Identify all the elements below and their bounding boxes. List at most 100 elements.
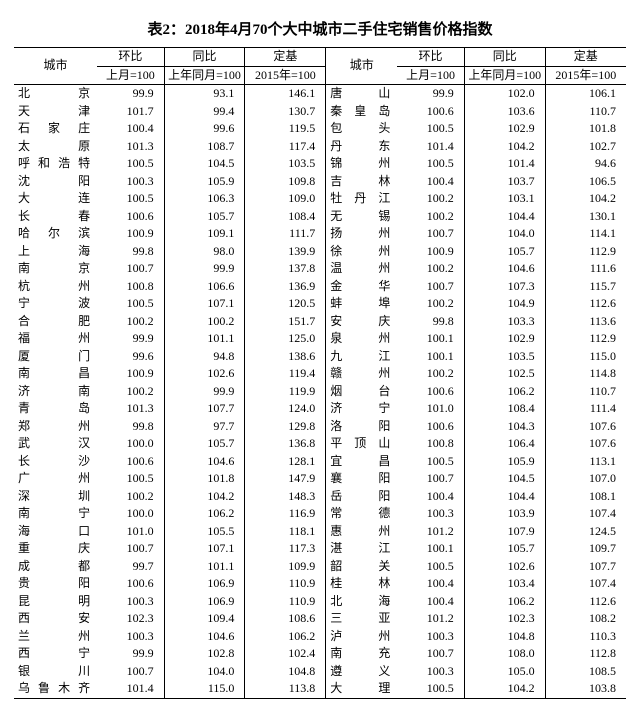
l.m: 100.6 bbox=[97, 575, 164, 593]
r.m: 100.2 bbox=[397, 208, 464, 226]
r.b: 103.8 bbox=[545, 680, 626, 698]
l.m: 100.7 bbox=[97, 663, 164, 681]
r.c: 唐山 bbox=[326, 85, 398, 103]
l.c: 武汉 bbox=[14, 435, 97, 453]
r.y: 104.3 bbox=[464, 418, 545, 436]
l.y: 108.7 bbox=[164, 138, 245, 156]
r.m: 100.2 bbox=[397, 295, 464, 313]
l.b: 102.4 bbox=[245, 645, 326, 663]
r.c: 无锡 bbox=[326, 208, 398, 226]
l.c: 长沙 bbox=[14, 453, 97, 471]
l.b: 119.4 bbox=[245, 365, 326, 383]
r.y: 102.9 bbox=[464, 120, 545, 138]
r.y: 102.0 bbox=[464, 85, 545, 103]
l.m: 100.4 bbox=[97, 120, 164, 138]
l.m: 102.3 bbox=[97, 610, 164, 628]
r.y: 103.4 bbox=[464, 575, 545, 593]
l.b: 138.6 bbox=[245, 348, 326, 366]
table-row: 成都99.7101.1109.9韶关100.5102.6107.7 bbox=[14, 558, 626, 576]
table-row: 厦门99.694.8138.6九江100.1103.5115.0 bbox=[14, 348, 626, 366]
l.b: 147.9 bbox=[245, 470, 326, 488]
r.m: 100.4 bbox=[397, 575, 464, 593]
l.m: 101.4 bbox=[97, 680, 164, 698]
table-row: 呼和浩特100.5104.5103.5锦州100.5101.494.6 bbox=[14, 155, 626, 173]
l.m: 100.6 bbox=[97, 208, 164, 226]
table-row: 南京100.799.9137.8温州100.2104.6111.6 bbox=[14, 260, 626, 278]
l.m: 101.3 bbox=[97, 400, 164, 418]
l.m: 100.5 bbox=[97, 470, 164, 488]
l.c: 南昌 bbox=[14, 365, 97, 383]
l.b: 106.2 bbox=[245, 628, 326, 646]
r.c: 宜昌 bbox=[326, 453, 398, 471]
l.y: 106.9 bbox=[164, 593, 245, 611]
r.b: 106.5 bbox=[545, 173, 626, 191]
l.c: 深圳 bbox=[14, 488, 97, 506]
r.b: 108.1 bbox=[545, 488, 626, 506]
l.b: 148.3 bbox=[245, 488, 326, 506]
r.m: 99.9 bbox=[397, 85, 464, 103]
r.c: 吉林 bbox=[326, 173, 398, 191]
table-row: 武汉100.0105.7136.8平顶山100.8106.4107.6 bbox=[14, 435, 626, 453]
table-row: 贵阳100.6106.9110.9桂林100.4103.4107.4 bbox=[14, 575, 626, 593]
l.y: 93.1 bbox=[164, 85, 245, 103]
r.y: 105.7 bbox=[464, 540, 545, 558]
r.y: 102.3 bbox=[464, 610, 545, 628]
r.y: 105.0 bbox=[464, 663, 545, 681]
sub-mom-right: 上月=100 bbox=[397, 66, 464, 85]
l.m: 100.2 bbox=[97, 313, 164, 331]
r.m: 100.9 bbox=[397, 243, 464, 261]
l.m: 100.9 bbox=[97, 365, 164, 383]
l.m: 100.3 bbox=[97, 173, 164, 191]
r.b: 107.4 bbox=[545, 505, 626, 523]
r.m: 101.4 bbox=[397, 138, 464, 156]
r.y: 103.3 bbox=[464, 313, 545, 331]
table-row: 海口101.0105.5118.1惠州101.2107.9124.5 bbox=[14, 523, 626, 541]
table-row: 乌鲁木齐101.4115.0113.8大理100.5104.2103.8 bbox=[14, 680, 626, 698]
r.y: 106.2 bbox=[464, 383, 545, 401]
l.y: 99.9 bbox=[164, 383, 245, 401]
l.b: 137.8 bbox=[245, 260, 326, 278]
r.m: 99.8 bbox=[397, 313, 464, 331]
l.c: 银川 bbox=[14, 663, 97, 681]
l.c: 厦门 bbox=[14, 348, 97, 366]
r.b: 108.2 bbox=[545, 610, 626, 628]
r.b: 102.7 bbox=[545, 138, 626, 156]
r.c: 烟台 bbox=[326, 383, 398, 401]
r.y: 103.6 bbox=[464, 103, 545, 121]
r.m: 100.1 bbox=[397, 330, 464, 348]
l.c: 北京 bbox=[14, 85, 97, 103]
table-row: 杭州100.8106.6136.9金华100.7107.3115.7 bbox=[14, 278, 626, 296]
table-row: 西安102.3109.4108.6三亚101.2102.3108.2 bbox=[14, 610, 626, 628]
r.c: 大理 bbox=[326, 680, 398, 698]
r.c: 惠州 bbox=[326, 523, 398, 541]
l.m: 99.9 bbox=[97, 85, 164, 103]
table-row: 福州99.9101.1125.0泉州100.1102.9112.9 bbox=[14, 330, 626, 348]
l.b: 109.8 bbox=[245, 173, 326, 191]
l.y: 99.4 bbox=[164, 103, 245, 121]
table-row: 兰州100.3104.6106.2泸州100.3104.8110.3 bbox=[14, 628, 626, 646]
sub-mom-left: 上月=100 bbox=[97, 66, 164, 85]
l.c: 石家庄 bbox=[14, 120, 97, 138]
r.m: 100.7 bbox=[397, 278, 464, 296]
l.y: 107.1 bbox=[164, 540, 245, 558]
r.b: 110.7 bbox=[545, 383, 626, 401]
r.y: 104.4 bbox=[464, 208, 545, 226]
r.y: 103.5 bbox=[464, 348, 545, 366]
r.b: 113.1 bbox=[545, 453, 626, 471]
l.m: 100.5 bbox=[97, 295, 164, 313]
sub-yoy-left: 上年同月=100 bbox=[164, 66, 245, 85]
table-row: 北京99.993.1146.1唐山99.9102.0106.1 bbox=[14, 85, 626, 103]
r.c: 九江 bbox=[326, 348, 398, 366]
r.b: 114.8 bbox=[545, 365, 626, 383]
r.m: 101.2 bbox=[397, 610, 464, 628]
l.c: 南京 bbox=[14, 260, 97, 278]
table-row: 重庆100.7107.1117.3湛江100.1105.7109.7 bbox=[14, 540, 626, 558]
l.m: 101.0 bbox=[97, 523, 164, 541]
r.b: 115.0 bbox=[545, 348, 626, 366]
l.c: 天津 bbox=[14, 103, 97, 121]
r.y: 106.4 bbox=[464, 435, 545, 453]
r.c: 北海 bbox=[326, 593, 398, 611]
l.c: 沈阳 bbox=[14, 173, 97, 191]
r.b: 108.5 bbox=[545, 663, 626, 681]
l.b: 109.9 bbox=[245, 558, 326, 576]
